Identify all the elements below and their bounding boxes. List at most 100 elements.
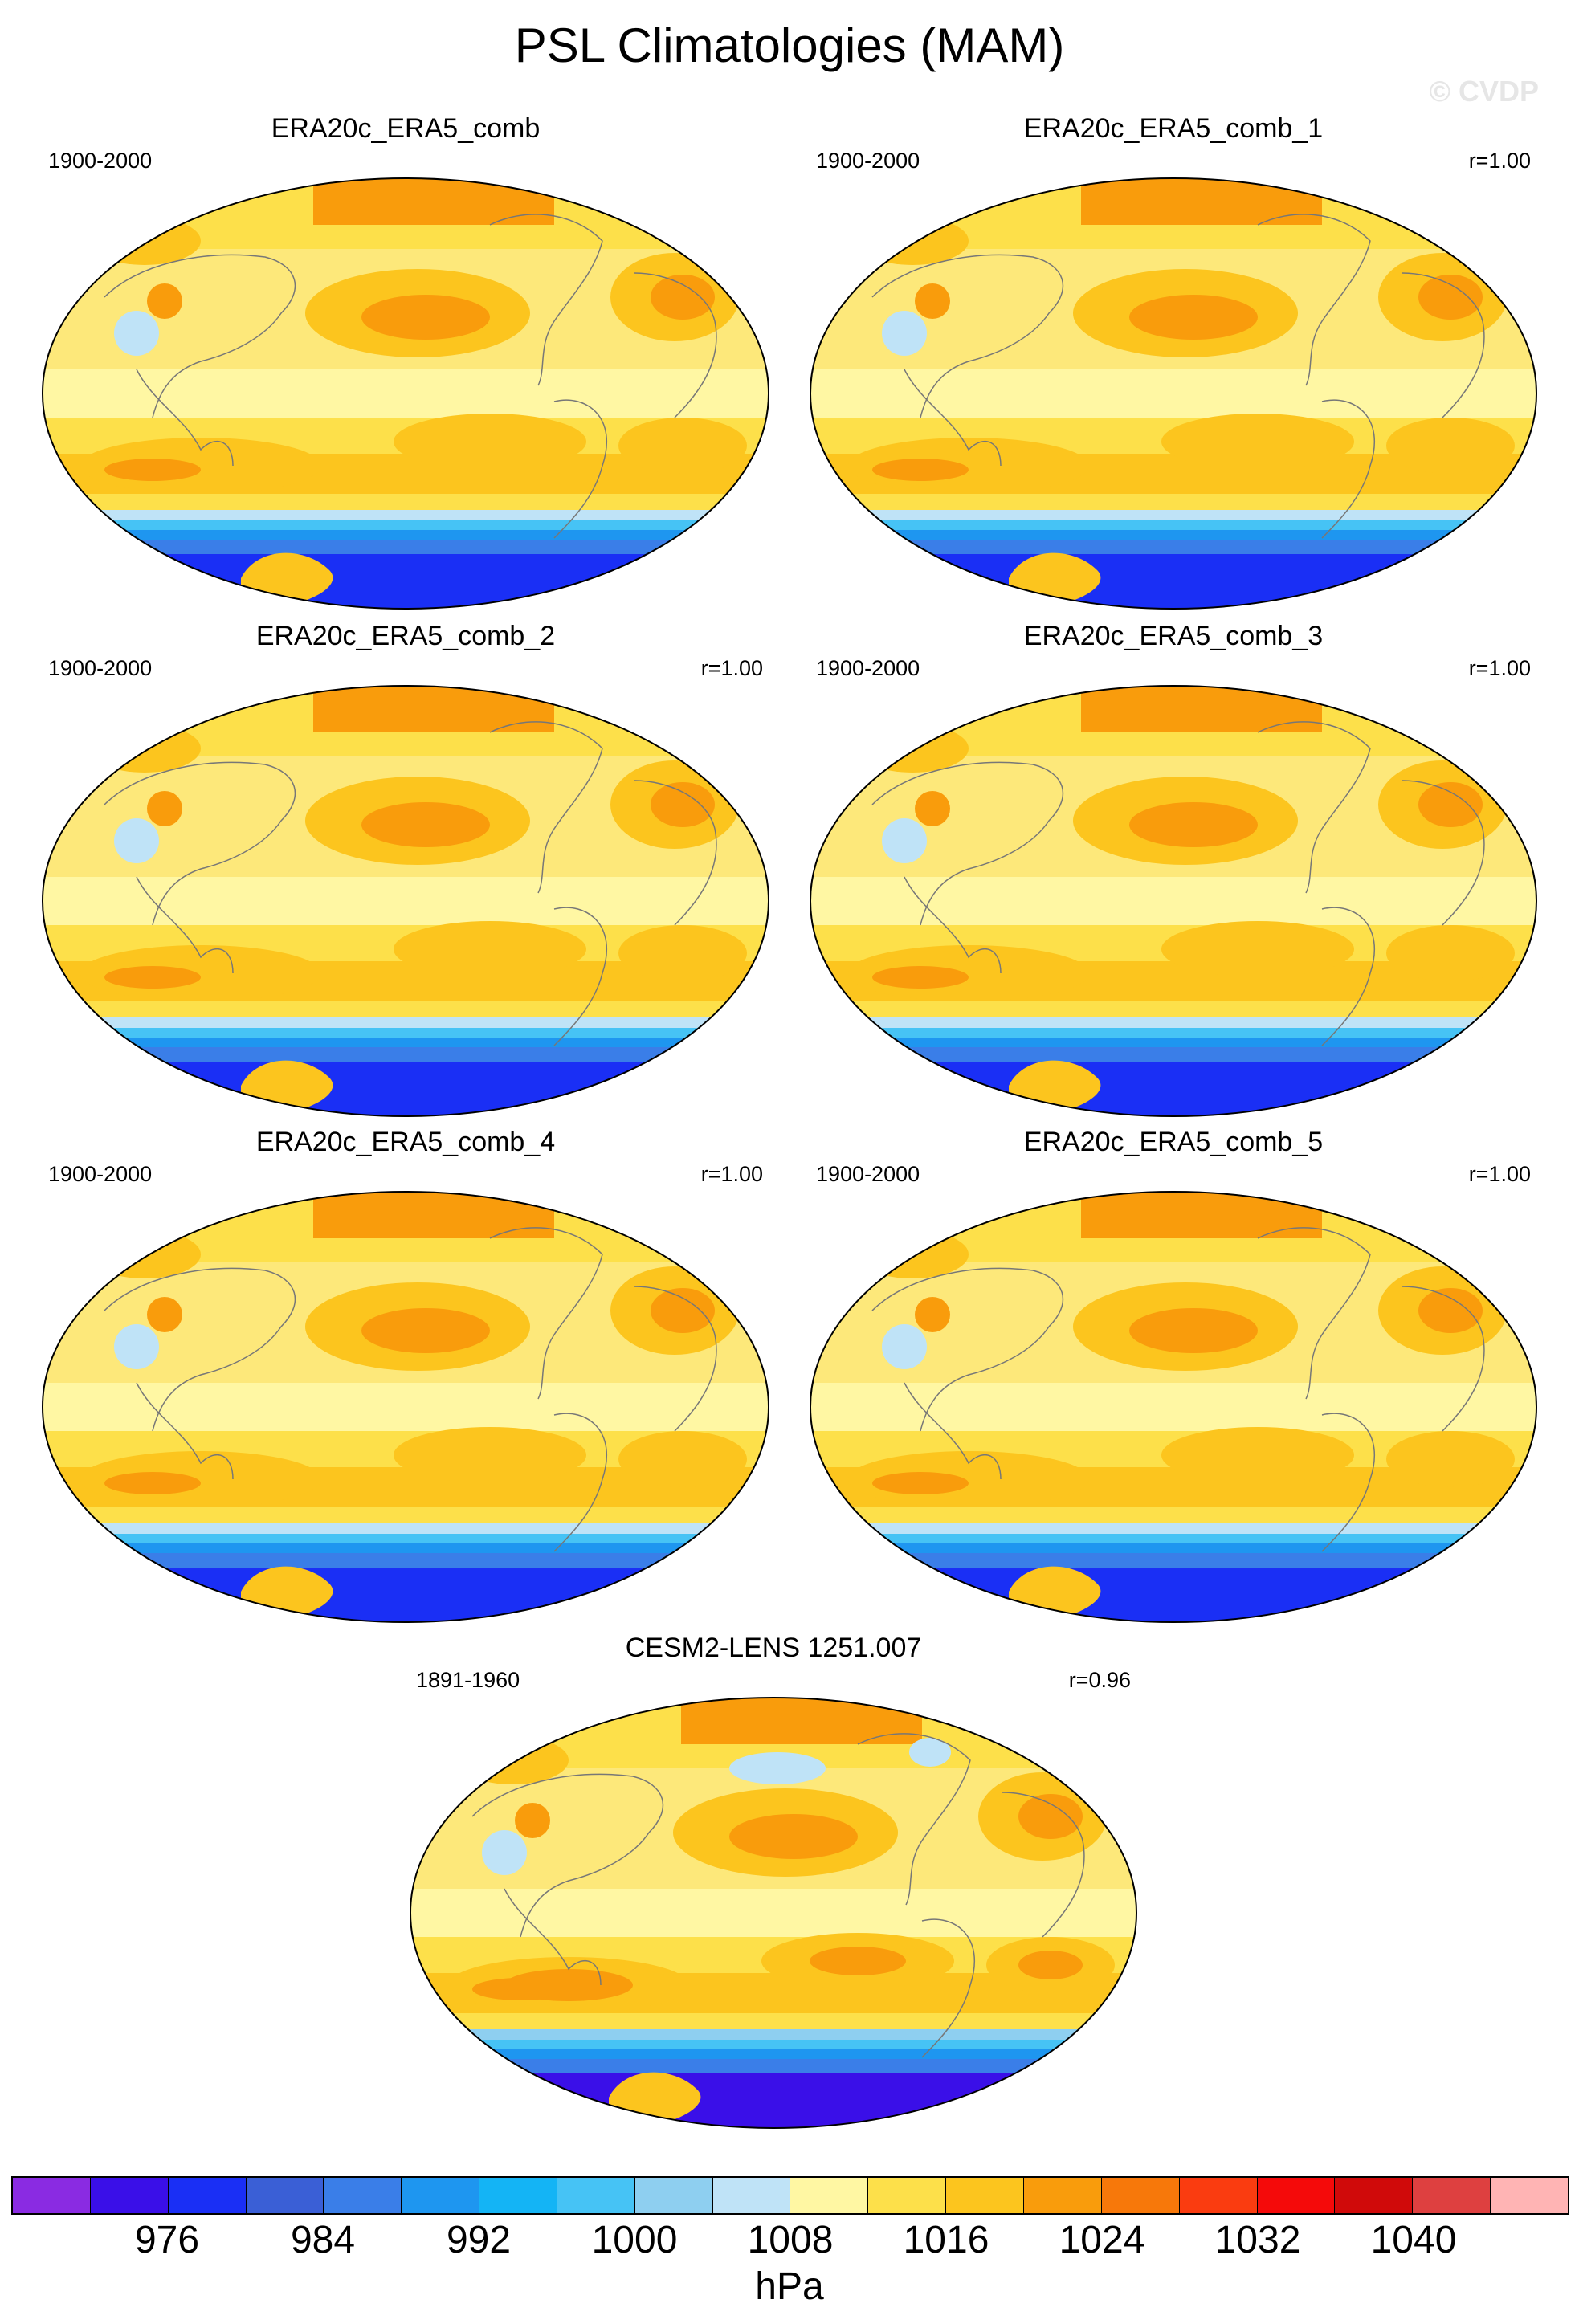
colorbar-cell xyxy=(634,2178,713,2213)
coastline xyxy=(871,761,1064,926)
pressure-band xyxy=(810,1553,1536,1568)
high-pressure-area xyxy=(651,1288,715,1333)
colorbar-cell xyxy=(1491,2178,1568,2213)
coastline xyxy=(1402,1286,1485,1432)
psl-map xyxy=(410,1697,1137,2129)
pressure-band xyxy=(810,1383,1536,1431)
colorbar-cell xyxy=(1257,2178,1336,2213)
pressure-band xyxy=(410,1889,1136,1937)
pressure-band xyxy=(43,1028,769,1038)
coastline xyxy=(136,876,234,974)
low-pressure-area xyxy=(909,1738,951,1767)
psl-map xyxy=(42,1191,769,1623)
pressure-band xyxy=(810,1507,1536,1523)
pressure-band xyxy=(810,1062,1536,1116)
high-pressure-area xyxy=(361,802,490,847)
coastline xyxy=(1257,214,1371,386)
colorbar-cell xyxy=(712,2178,791,2213)
high-pressure-area xyxy=(1418,1288,1483,1333)
psl-map xyxy=(810,685,1537,1117)
pressure-band xyxy=(810,1038,1536,1047)
pressure-band xyxy=(410,2040,1136,2049)
high-pressure-area xyxy=(872,459,969,481)
pressure-band xyxy=(810,1001,1536,1017)
high-pressure-area xyxy=(651,275,715,320)
pressure-band xyxy=(43,1047,769,1062)
arctic-high xyxy=(1081,686,1322,732)
arctic-high xyxy=(1081,1192,1322,1238)
pressure-band xyxy=(43,1001,769,1017)
pressure-band xyxy=(810,877,1536,925)
colorbar-cell xyxy=(1413,2178,1491,2213)
high-pressure-area xyxy=(394,414,586,470)
colorbar-tick-label: 1000 xyxy=(591,2219,678,2261)
high-pressure-area xyxy=(104,1472,201,1494)
coastline xyxy=(1257,721,1371,894)
coastline xyxy=(904,876,1002,974)
high-pressure-area xyxy=(1129,802,1258,847)
colorbar xyxy=(11,2176,1569,2215)
coastline xyxy=(1402,272,1485,418)
map-panel: ERA20c_ERA5_comb 1900-2000 xyxy=(40,112,771,610)
high-pressure-area xyxy=(394,1427,586,1483)
high-pressure-area xyxy=(456,1736,569,1784)
coastline xyxy=(921,1918,975,2058)
pressure-band xyxy=(43,530,769,540)
coastline xyxy=(904,369,1002,467)
coastline xyxy=(553,399,607,539)
coastline xyxy=(504,1888,602,1986)
map-border xyxy=(810,685,1537,1117)
high-pressure-area xyxy=(88,217,201,265)
high-pressure-area xyxy=(1418,275,1483,320)
panel-period: 1900-2000 xyxy=(48,656,153,680)
pressure-band xyxy=(810,1047,1536,1062)
map-panel: ERA20c_ERA5_comb_2 1900-2000 r=1.00 xyxy=(40,620,771,1118)
pressure-band xyxy=(810,520,1536,530)
psl-map xyxy=(42,177,769,610)
coastline xyxy=(1402,780,1485,926)
high-pressure-area xyxy=(618,418,747,474)
low-pressure-area xyxy=(482,1830,527,1875)
panel-correlation: r=1.00 xyxy=(1468,656,1531,680)
panel-period: 1900-2000 xyxy=(816,1162,920,1186)
high-pressure-area xyxy=(504,1969,633,2001)
low-pressure-area xyxy=(114,1324,159,1369)
map-border xyxy=(42,1191,769,1623)
pressure-band xyxy=(43,1568,769,1622)
watermark: © CVDP xyxy=(1429,75,1539,108)
colorbar-labels: 976 984 992 1000 1008 1016 1024 1032 1040 xyxy=(11,2218,1569,2266)
map-border xyxy=(810,1191,1537,1623)
map-border xyxy=(810,177,1537,610)
coastline xyxy=(136,369,234,467)
coastline xyxy=(857,1733,971,1906)
coastline xyxy=(1321,907,1375,1046)
coastline xyxy=(1321,399,1375,539)
high-pressure-area xyxy=(1018,1951,1083,1979)
high-pressure-area xyxy=(1129,1308,1258,1353)
coastline xyxy=(104,254,296,418)
pressure-band xyxy=(810,494,1536,510)
pressure-band xyxy=(43,369,769,418)
coastline xyxy=(489,214,603,386)
pressure-band xyxy=(810,1017,1536,1028)
colorbar-cell xyxy=(946,2178,1024,2213)
pressure-band xyxy=(810,1028,1536,1038)
low-pressure-area xyxy=(114,311,159,356)
colorbar-cell xyxy=(324,2178,402,2213)
psl-map xyxy=(42,685,769,1117)
panel-correlation: r=1.00 xyxy=(1468,1162,1531,1186)
pressure-band xyxy=(810,554,1536,609)
high-pressure-area xyxy=(1161,1427,1354,1483)
panel-period: 1900-2000 xyxy=(48,149,153,173)
pressure-band xyxy=(43,1553,769,1568)
high-pressure-area xyxy=(915,1297,950,1332)
colorbar-cell xyxy=(246,2178,324,2213)
panel-period: 1891-1960 xyxy=(416,1668,520,1692)
high-pressure-area xyxy=(147,283,182,319)
high-pressure-area xyxy=(1161,921,1354,977)
low-pressure-area xyxy=(882,1324,927,1369)
pressure-band xyxy=(810,1568,1536,1622)
pressure-band xyxy=(43,877,769,925)
coastline xyxy=(136,1382,234,1480)
coastline xyxy=(489,721,603,894)
